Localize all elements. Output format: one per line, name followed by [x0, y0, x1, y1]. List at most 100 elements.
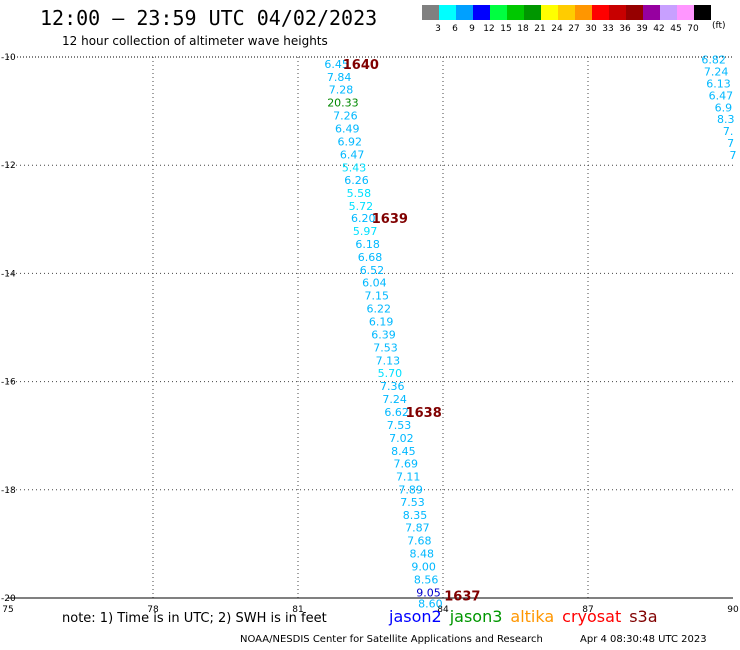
- legend-item-altika: altika: [510, 607, 555, 626]
- wave-height-label: 7.89: [398, 483, 423, 496]
- colorbar-label: 70: [687, 24, 699, 34]
- colorbar-label: 36: [619, 24, 631, 34]
- wave-height-label: 6.9: [715, 101, 733, 114]
- wave-height-label: 6.22: [366, 303, 391, 316]
- pass-time-label: 1638: [406, 406, 442, 421]
- colorbar-label: 6: [452, 24, 458, 34]
- colorbar-swatch: [643, 5, 660, 20]
- wave-height-label: 7.11: [396, 470, 421, 483]
- colorbar-label: 12: [483, 24, 494, 34]
- wave-height-label: 6.49: [335, 122, 360, 135]
- wave-height-label: 7.28: [329, 83, 354, 96]
- wave-height-label: 5.97: [353, 225, 378, 238]
- chart-subtitle: 12 hour collection of altimeter wave hei…: [62, 34, 328, 48]
- pass-time-label: 1637: [444, 589, 480, 604]
- colorbar-label: 33: [602, 24, 613, 34]
- wave-height-label: 6.47: [340, 148, 365, 161]
- wave-height-label: 7.53: [373, 342, 398, 355]
- colorbar-label: 3: [435, 24, 441, 34]
- wave-height-label: 7.13: [376, 355, 401, 368]
- wave-height-label: 6.62: [384, 406, 409, 419]
- y-tick-label: -18: [1, 486, 16, 496]
- x-tick-label: 84: [437, 605, 449, 615]
- wave-height-label: 6.52: [360, 264, 385, 277]
- wave-height-label: 7.: [723, 125, 734, 138]
- colorbar-label: 18: [517, 24, 529, 34]
- y-tick-label: -12: [1, 161, 16, 171]
- wave-height-label: 8.45: [391, 445, 416, 458]
- wave-height-label: 7.53: [387, 419, 412, 432]
- wave-height-label: 5.43: [342, 161, 367, 174]
- map-axes: 75 78 81 84 87 90 -10 -12 -14 -16 -18 -20: [1, 53, 739, 615]
- colorbar-label: 24: [551, 24, 563, 34]
- pass-time-labels: 1640 1639 1638 1637: [343, 58, 481, 604]
- wave-height-label: 8.35: [403, 509, 428, 522]
- y-tick-label: -10: [1, 53, 16, 63]
- track-points: 6.457.847.2820.337.266.496.926.475.436.2…: [324, 54, 736, 611]
- pass-time-label: 1639: [372, 212, 408, 227]
- legend-item-jason2: jason2: [389, 607, 442, 626]
- colorbar-label: 15: [500, 24, 511, 34]
- wave-height-label: 9.00: [411, 561, 436, 574]
- colorbar-label: 39: [636, 24, 648, 34]
- x-tick-label: 78: [147, 605, 159, 615]
- x-tick-label: 87: [582, 605, 593, 615]
- footer-note: note: 1) Time is in UTC; 2) SWH is in fe…: [62, 611, 327, 626]
- y-tick-label: -20: [1, 594, 16, 604]
- wave-height-label: 8.48: [409, 548, 434, 561]
- wave-height-label: 8.56: [414, 574, 439, 587]
- x-tick-label: 75: [2, 605, 13, 615]
- wave-height-label: 8.60: [418, 597, 443, 610]
- colorbar-swatch: [456, 5, 473, 20]
- colorbar-swatch: [677, 5, 694, 20]
- x-tick-label: 81: [292, 605, 303, 615]
- wave-height-label: 7.68: [407, 535, 432, 548]
- colorbar-swatch: [592, 5, 609, 20]
- wave-height-label: 7.87: [405, 522, 430, 535]
- wave-height-label: 6.92: [337, 135, 362, 148]
- colorbar-swatch: [660, 5, 677, 20]
- wave-height-label: 8.3: [717, 113, 735, 126]
- colorbar-label: 30: [585, 24, 597, 34]
- colorbar-swatch: [439, 5, 456, 20]
- colorbar-swatch: [558, 5, 575, 20]
- wave-height-label: 20.33: [327, 96, 359, 109]
- map-grid: [8, 56, 733, 599]
- wave-height-label: 7.24: [382, 393, 407, 406]
- legend-item-cryosat: cryosat: [562, 607, 622, 626]
- wave-height-label: 6.19: [369, 316, 394, 329]
- legend-item-jason3: jason3: [449, 607, 503, 626]
- wave-height-label: 7: [727, 137, 734, 150]
- colorbar-label: 42: [653, 24, 664, 34]
- wave-height-label: 6.82: [701, 54, 726, 67]
- colorbar-swatch: [507, 5, 524, 20]
- wave-height-label: 7.53: [400, 496, 425, 509]
- satellite-legend: jason2 jason3 altika cryosat s3a: [389, 607, 666, 626]
- chart-title: 12:00 — 23:59 UTC 04/02/2023: [40, 6, 378, 30]
- colorbar-swatch: [609, 5, 626, 20]
- colorbar-label: 21: [534, 24, 545, 34]
- pass-time-label: 1640: [343, 58, 379, 73]
- wave-height-label: 9.05: [416, 587, 441, 600]
- colorbar-swatch: [694, 5, 711, 20]
- y-tick-label: -14: [1, 269, 16, 279]
- wave-height-label: 5.70: [378, 367, 403, 380]
- wave-height-label: 5.72: [349, 200, 374, 213]
- wave-height-label: 7.84: [327, 71, 352, 84]
- wave-height-label: 6.20: [351, 212, 376, 225]
- wave-height-label: 7: [730, 149, 737, 162]
- colorbar-swatch: [524, 5, 541, 20]
- wave-height-label: 7.24: [704, 66, 729, 79]
- colorbar-label: 45: [670, 24, 681, 34]
- wave-height-label: 7.69: [394, 457, 419, 470]
- wave-height-label: 7.15: [365, 290, 390, 303]
- colorbar-swatch: [490, 5, 507, 20]
- colorbar-swatch: [626, 5, 643, 20]
- colorbar-swatch: [541, 5, 558, 20]
- wave-height-label: 7.26: [333, 109, 358, 122]
- colorbar-label: 9: [469, 24, 475, 34]
- wave-height-label: 6.47: [709, 89, 734, 102]
- colorbar-unit: (ft): [712, 21, 726, 31]
- wave-height-label: 7.36: [380, 380, 405, 393]
